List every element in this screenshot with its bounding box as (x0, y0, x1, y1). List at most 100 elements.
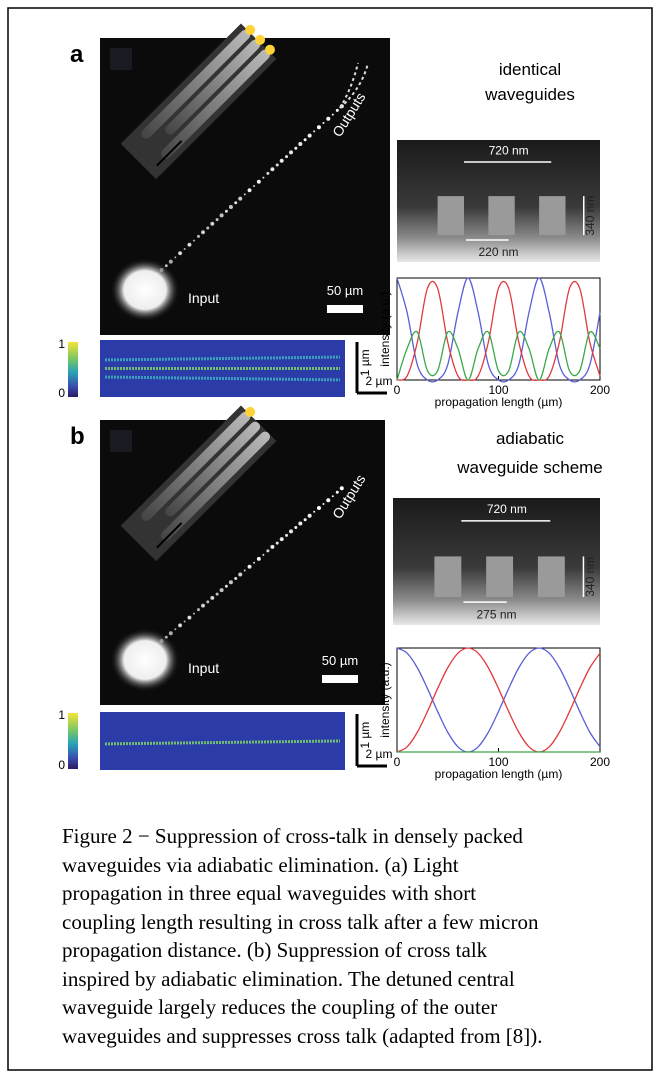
light-dot (303, 518, 307, 522)
panel-title: adiabatic (496, 429, 565, 448)
scale-label: 50 µm (327, 283, 363, 298)
light-dot (243, 193, 246, 196)
plot-frame (396, 647, 601, 753)
light-dot (183, 620, 186, 623)
gap-label: 275 nm (476, 608, 516, 622)
input-label: Input (188, 290, 219, 306)
panel-label: a (70, 41, 84, 68)
caption-line: waveguides and suppresses cross talk (ad… (62, 1023, 543, 1048)
intensity-curve (396, 647, 601, 753)
colorbar-max: 1 (58, 708, 65, 722)
light-dot (298, 521, 303, 526)
light-dot (211, 597, 214, 600)
light-dot (256, 556, 261, 561)
scale-label: 50 µm (322, 653, 358, 668)
light-dot (281, 159, 284, 162)
light-dot (202, 231, 205, 234)
light-dot (174, 256, 177, 259)
colorbar (68, 342, 78, 397)
width-label: 720 nm (487, 502, 527, 516)
light-dot (322, 502, 325, 505)
light-dot (178, 623, 183, 628)
light-dot (215, 592, 219, 596)
panel-label: b (70, 423, 85, 450)
x-tick-label: 200 (590, 755, 610, 769)
light-dot (331, 113, 334, 116)
x-tick-label: 100 (488, 755, 508, 769)
waveguide (161, 431, 271, 541)
caption-line: Figure 2 − Suppression of cross-talk in … (62, 824, 523, 848)
intensity-curve (396, 277, 601, 383)
light-dot (183, 248, 186, 250)
output-spot (245, 24, 256, 35)
light-dot (307, 133, 312, 138)
input-spot (110, 628, 180, 692)
marker-square (110, 430, 132, 452)
height-label: 340 nm (583, 557, 597, 597)
light-dot (262, 553, 265, 556)
input-label: Input (188, 660, 219, 676)
light-dot (316, 505, 321, 510)
x-tick-label: 100 (488, 383, 508, 397)
waveguide (165, 39, 261, 135)
light-dot (271, 168, 274, 171)
light-dot (271, 546, 274, 549)
output-branch (339, 62, 359, 109)
colorbar-min: 0 (58, 758, 65, 772)
gap-label: 220 nm (478, 245, 518, 259)
light-dot (243, 569, 246, 572)
light-dot (285, 533, 289, 537)
caption-line: inspired by adiabatic elimination. The d… (62, 966, 515, 991)
strip-trace (104, 739, 341, 746)
light-dot (234, 576, 238, 580)
marker-square (110, 48, 132, 70)
light-dot (275, 541, 279, 545)
output-spot (245, 406, 256, 417)
light-dot (168, 631, 173, 636)
intensity-curve (396, 330, 601, 381)
sem-waveguide (486, 556, 514, 598)
light-dot (215, 218, 219, 222)
light-dot (339, 486, 344, 491)
caption-line: waveguide largely reduces the coupling o… (62, 995, 498, 1019)
x-axis-label: propagation length (µm) (435, 395, 563, 409)
caption-line: coupling length resulting in cross talk … (62, 909, 539, 934)
light-dot (281, 538, 284, 541)
light-dot (206, 600, 210, 604)
light-dot (316, 125, 321, 130)
light-dot (326, 116, 331, 121)
strip-trace (104, 355, 341, 362)
light-dot (313, 510, 316, 513)
light-dot (247, 188, 252, 193)
light-dot (266, 171, 270, 175)
light-dot (238, 196, 243, 201)
output-spot (255, 34, 266, 45)
colorbar (68, 713, 78, 769)
x-axis-label: propagation length (µm) (435, 767, 563, 781)
height-label: 340 nm (583, 196, 597, 236)
light-dot (313, 130, 316, 133)
light-dot (256, 179, 261, 184)
light-dot (224, 584, 228, 588)
input-spot (110, 258, 180, 322)
scale-bar (322, 675, 358, 683)
caption-line: propagation in three equal waveguides wi… (62, 881, 477, 905)
scale-horizontal-label: 2 µm (366, 374, 393, 388)
light-dot (294, 526, 298, 530)
caption-line: waveguides via adiabatic elimination. (a… (62, 852, 459, 877)
light-dot (206, 226, 210, 230)
scale-bar (327, 305, 363, 313)
sem-waveguide (537, 556, 565, 598)
light-dot (174, 628, 177, 631)
waveguide (161, 49, 271, 159)
light-dot (253, 185, 256, 187)
intensity-curve (396, 647, 601, 753)
light-dot (219, 213, 224, 218)
light-dot (202, 604, 205, 607)
light-dot (266, 549, 270, 553)
light-dot (298, 142, 303, 146)
width-label: 720 nm (489, 144, 529, 158)
waveguide-inset (120, 23, 277, 180)
light-dot (275, 163, 279, 167)
